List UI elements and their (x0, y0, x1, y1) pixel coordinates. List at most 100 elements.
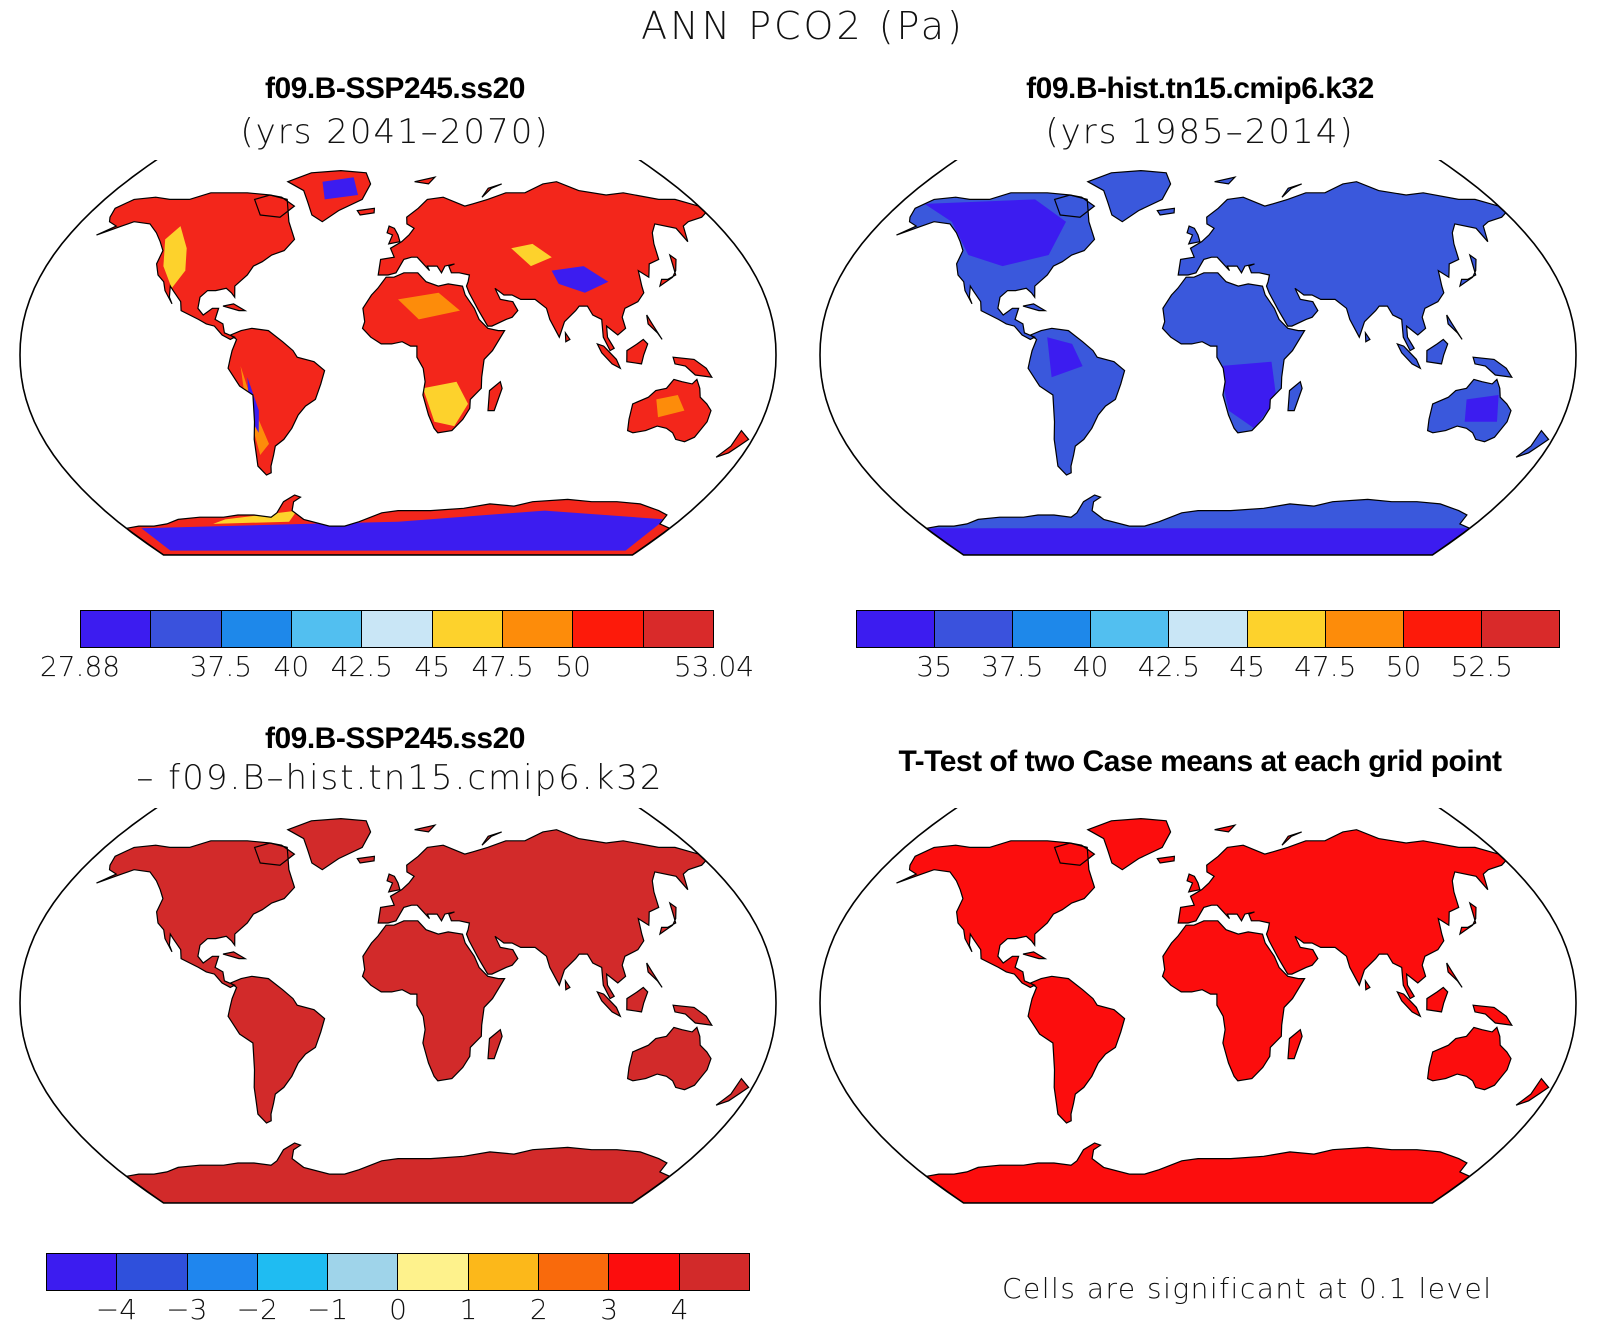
land-new-zealand (1516, 1078, 1549, 1106)
land-baffin (254, 195, 295, 218)
colorbar-tick-label: 0 (389, 1293, 407, 1326)
land-sumatra (597, 991, 621, 1017)
colorbar-tick-label: 37.5 (981, 650, 1044, 683)
colorbar-swatch (609, 1254, 680, 1290)
coastline (646, 962, 663, 988)
coastline (1364, 978, 1371, 991)
coastline (1458, 253, 1477, 288)
colorbar-tick-label: 52.5 (1450, 650, 1513, 683)
land-cuba (223, 303, 246, 311)
coastline (672, 356, 713, 378)
colorbar-tick-label: 50 (555, 650, 591, 683)
colorbar-swatch (151, 611, 222, 647)
coastline (564, 330, 571, 343)
coastline (626, 986, 649, 1013)
colorbar-tick-label: 53.04 (673, 650, 755, 683)
colorbar-swatch (573, 611, 644, 647)
land-eurasia (378, 829, 706, 999)
colorbar-tick-label: 50 (1385, 650, 1422, 683)
colorbar-swatch (398, 1254, 469, 1290)
colorbar-case1 (80, 610, 714, 648)
land-greenland (1087, 170, 1171, 222)
land-new-guinea (673, 1005, 712, 1026)
value-region (656, 395, 685, 418)
coastline (1156, 855, 1176, 864)
coastline (1472, 1004, 1513, 1026)
coastline (386, 873, 401, 893)
land-madagascar (1288, 381, 1303, 411)
map-border (19, 808, 777, 1204)
land-british-isles (1187, 874, 1200, 892)
colorbar-swatch (539, 1254, 610, 1290)
colorbar-tick-label: 45 (414, 650, 451, 683)
land-sumatra (1397, 991, 1421, 1017)
coastline (286, 169, 372, 223)
colorbar-swatch (1013, 611, 1092, 647)
coastline (646, 314, 663, 340)
land-cuba (223, 951, 246, 959)
significance-note: Cells are significant at 0.1 level (1002, 1272, 1493, 1305)
coastline (896, 192, 1096, 341)
coastline (564, 978, 571, 991)
colorbar-swatch (1481, 611, 1559, 647)
land-antarctica (126, 1143, 670, 1203)
coastline (1156, 207, 1176, 216)
land-australia (627, 1027, 711, 1090)
colorbar-tick-label: 1 (459, 1293, 478, 1326)
panel-subtitle-case1: (yrs 2041–2070) (240, 112, 550, 152)
panel-subtitle-case2: (yrs 1985–2014) (1045, 112, 1355, 152)
coastline (1086, 817, 1172, 871)
coastline (222, 303, 248, 312)
land-antarctica (926, 1143, 1470, 1203)
coastline (286, 817, 372, 871)
colorbar-swatch (117, 1254, 188, 1290)
land-baffin (1054, 195, 1095, 218)
land-madagascar (488, 1029, 503, 1059)
coastline (715, 429, 750, 458)
land-sumatra (597, 343, 621, 369)
coastline (1287, 1028, 1303, 1060)
colorbar-swatch (1169, 611, 1248, 647)
colorbar-swatch (1325, 611, 1404, 647)
coastline (1458, 901, 1477, 936)
land-greenland (287, 818, 371, 870)
value-region (423, 381, 468, 427)
coastline (124, 1142, 671, 1203)
coastline (1177, 829, 1507, 1000)
colorbar-diff (46, 1253, 750, 1291)
colorbar-case2 (856, 610, 1560, 648)
colorbar-tick-label: −4 (95, 1293, 138, 1326)
panel-title-case1: f09.B-SSP245.ss20 (264, 72, 526, 105)
coastline (356, 855, 376, 864)
coastline (1186, 873, 1201, 893)
coastline (1186, 225, 1201, 245)
land-south-america (228, 328, 325, 475)
land-eurasia (378, 181, 706, 351)
land-eurasia (1178, 829, 1506, 999)
land-south-america (1028, 976, 1125, 1123)
value-region (1047, 337, 1083, 378)
coastline (924, 1142, 1471, 1203)
land-british-isles (387, 874, 400, 892)
coastline (1364, 330, 1371, 343)
map-border (819, 808, 1577, 1204)
coastline (414, 176, 437, 185)
colorbar-swatch (502, 611, 574, 647)
land-new-zealand (716, 430, 749, 458)
coastline (1214, 824, 1237, 833)
colorbar-swatch (1247, 611, 1326, 647)
coastline (1426, 378, 1512, 443)
colorbar-tick-label: 3 (600, 1293, 619, 1326)
land-south-america (228, 976, 325, 1123)
value-region (240, 366, 269, 455)
map-panel-case1 (19, 160, 777, 556)
coastline (1396, 342, 1422, 370)
land-australia (1427, 1027, 1511, 1090)
colorbar-tick-label: 47.5 (471, 650, 534, 683)
coastline (1281, 183, 1302, 198)
coastline (487, 1028, 503, 1060)
land-new-guinea (1473, 357, 1512, 378)
land-british-isles (1187, 226, 1200, 244)
coastline (1161, 920, 1306, 1082)
land-baffin (1054, 843, 1095, 866)
